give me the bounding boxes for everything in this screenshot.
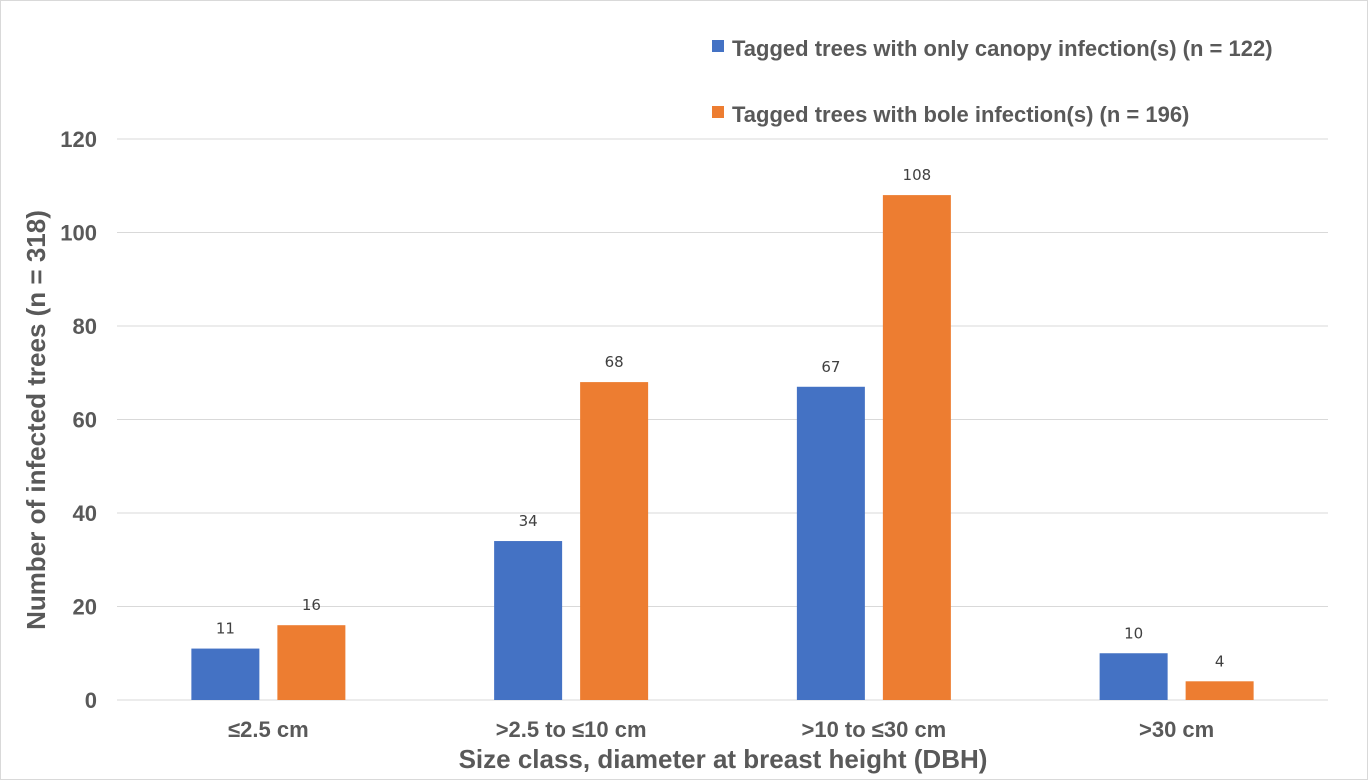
data-label: 34 <box>519 512 538 530</box>
data-label: 11 <box>216 620 235 638</box>
legend-swatch <box>712 40 724 52</box>
bar-bole-2[interactable] <box>882 195 951 700</box>
bar-bole-1[interactable] <box>580 382 649 700</box>
legend-label: Tagged trees with only canopy infection(… <box>732 36 1273 61</box>
bar-bole-3[interactable] <box>1185 681 1254 700</box>
data-label: 67 <box>821 358 840 376</box>
legend-swatch <box>712 106 724 118</box>
data-label: 10 <box>1124 624 1143 642</box>
x-category-label: >10 to ≤30 cm <box>801 717 946 742</box>
x-axis-title: Size class, diameter at breast height (D… <box>459 744 988 774</box>
y-tick-label: 40 <box>73 501 97 526</box>
y-axis-title: Number of infected trees (n = 318) <box>21 210 51 630</box>
bar-canopy-2[interactable] <box>796 386 865 700</box>
x-category-label: >2.5 to ≤10 cm <box>496 717 647 742</box>
bar-canopy-0[interactable] <box>191 648 260 700</box>
bar-canopy-3[interactable] <box>1099 653 1168 700</box>
legend[interactable]: Tagged trees with only canopy infection(… <box>712 36 1273 127</box>
data-label: 68 <box>605 353 624 371</box>
bar-bole-0[interactable] <box>277 625 346 700</box>
y-axis-ticks: 0 20 40 60 80 100 120 <box>60 127 97 713</box>
y-tick-label: 120 <box>60 127 97 152</box>
y-tick-label: 0 <box>85 688 97 713</box>
y-tick-label: 60 <box>73 408 97 433</box>
y-tick-label: 20 <box>73 595 97 620</box>
bar-canopy-1[interactable] <box>494 541 563 700</box>
x-axis-categories: ≤2.5 cm >2.5 to ≤10 cm >10 to ≤30 cm >30 cm <box>228 717 1214 742</box>
data-label: 4 <box>1215 652 1225 670</box>
data-label: 16 <box>302 596 321 614</box>
bars <box>191 195 1254 700</box>
gridlines <box>117 138 1328 701</box>
data-labels: 11 16 34 68 67 108 10 4 <box>216 166 1225 670</box>
x-category-label: >30 cm <box>1139 717 1214 742</box>
y-tick-label: 100 <box>60 221 97 246</box>
y-tick-label: 80 <box>73 314 97 339</box>
legend-label: Tagged trees with bole infection(s) (n =… <box>732 102 1189 127</box>
x-category-label: ≤2.5 cm <box>228 717 309 742</box>
data-label: 108 <box>903 166 932 184</box>
